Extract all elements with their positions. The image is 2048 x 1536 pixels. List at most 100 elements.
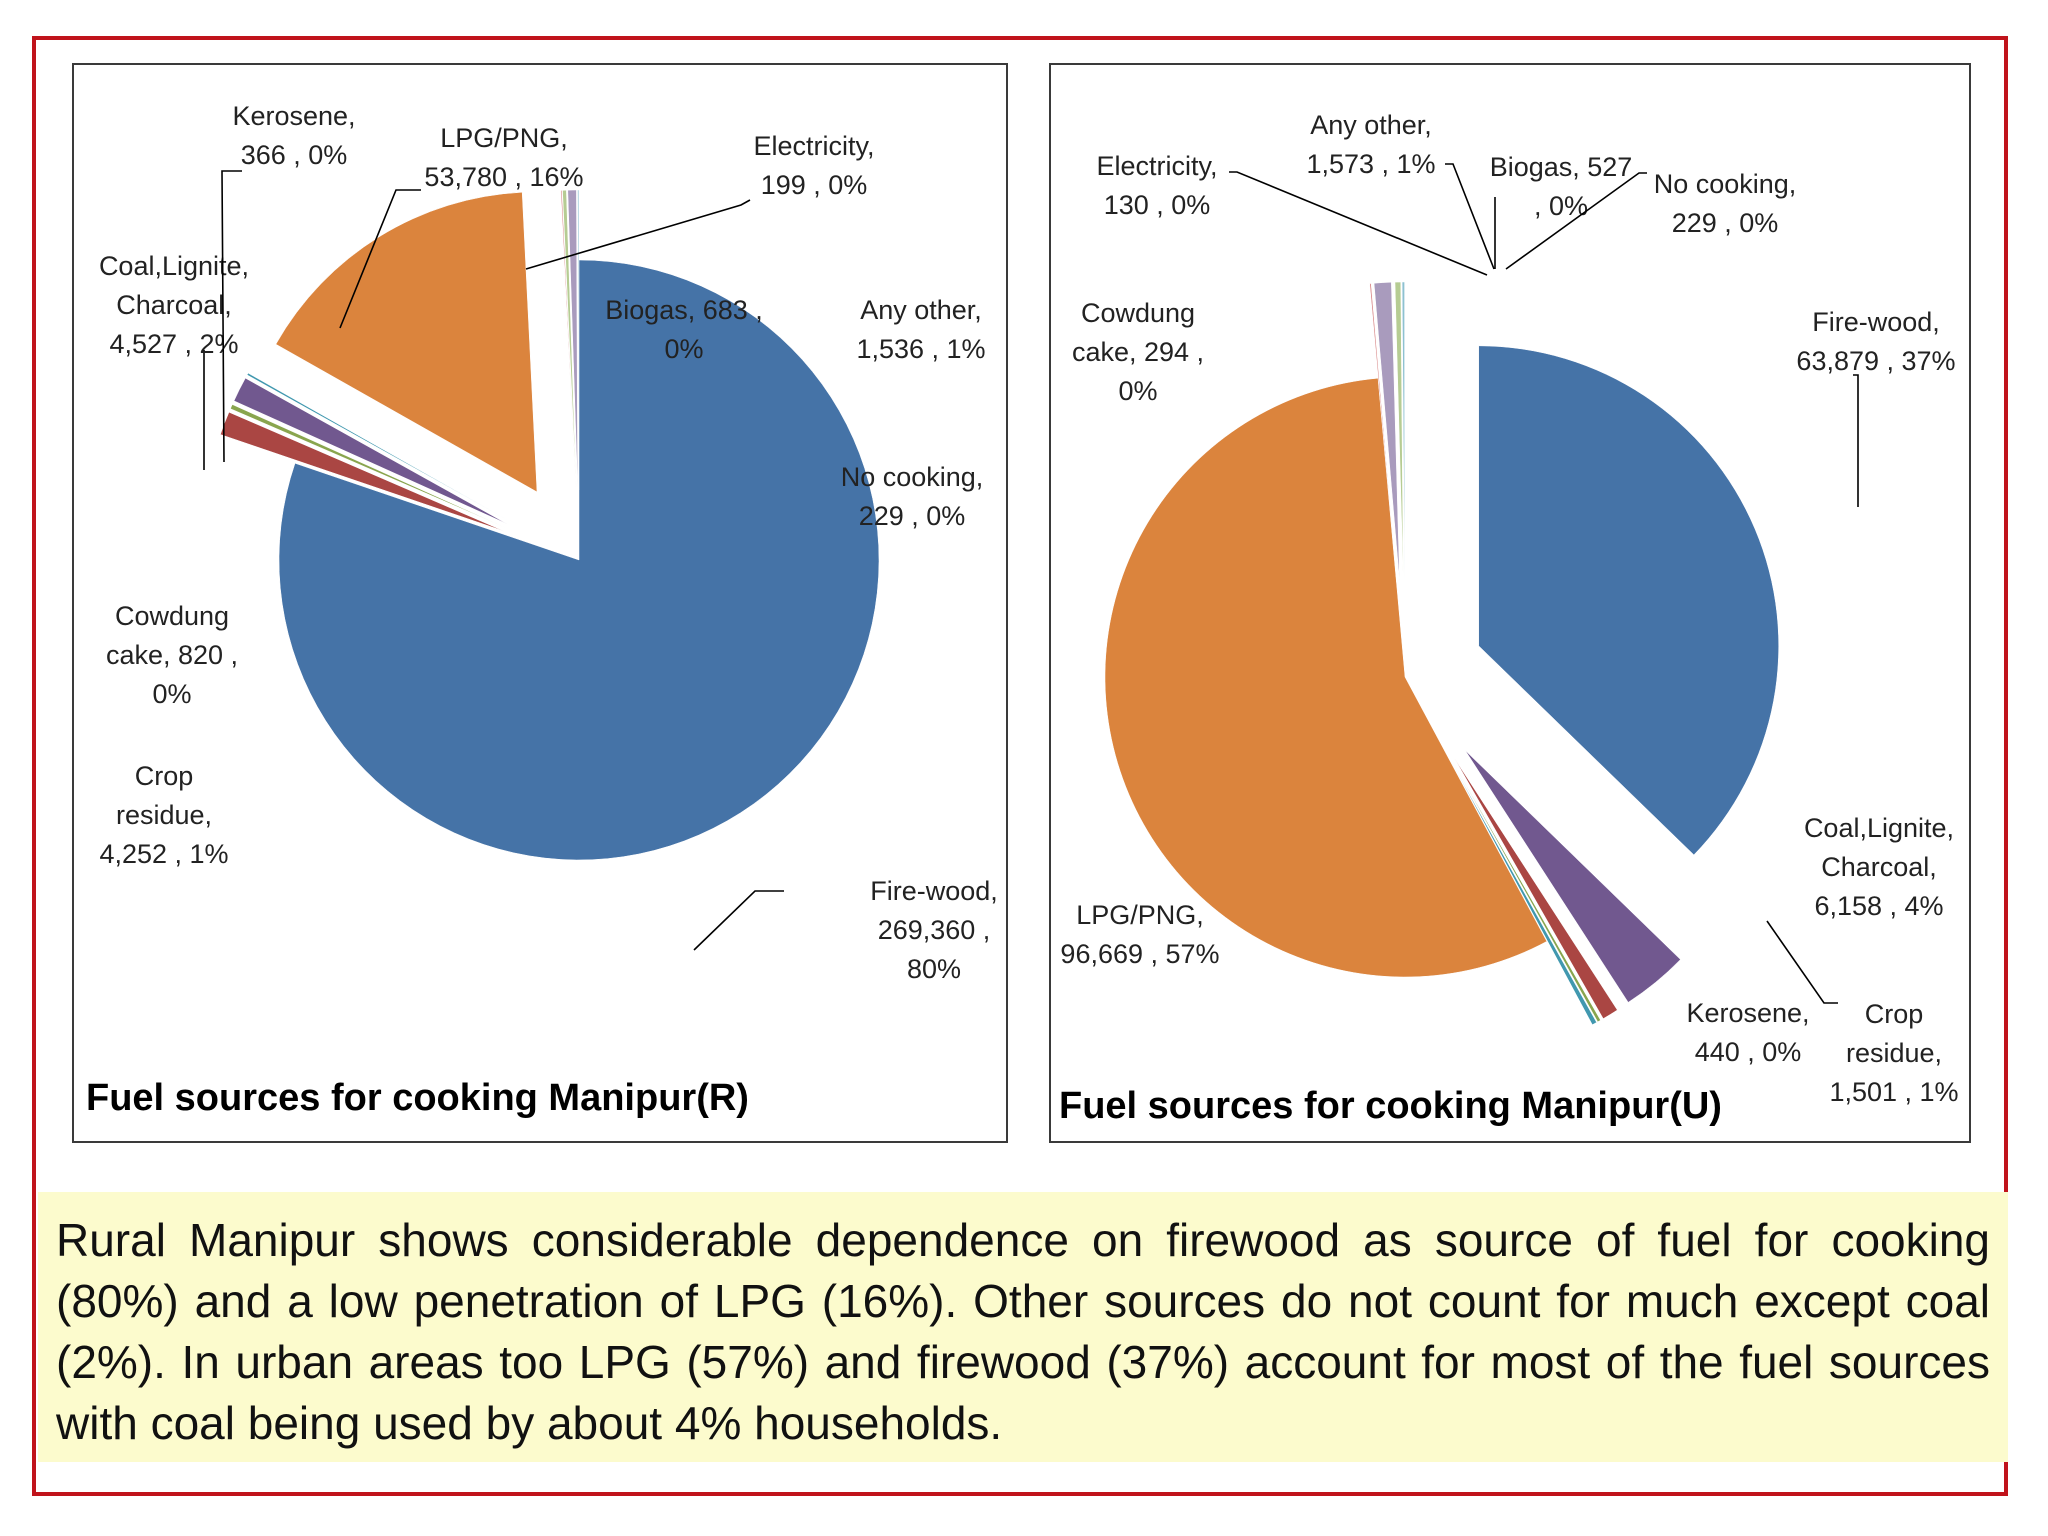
slice-label-line: Electricity, <box>753 131 874 161</box>
slice-label-line: 229 , 0% <box>1672 208 1779 238</box>
slice-label-kerosene: Kerosene, 440 , 0% <box>1686 998 1809 1067</box>
slice-label-line: Electricity, <box>1096 151 1217 181</box>
slice-label-crop-residue: Crop residue, 4,252 , 1% <box>99 761 228 869</box>
pie-slice-lpg <box>275 192 538 493</box>
pie-slice-any-other <box>567 189 578 491</box>
slice-label-line: 63,879 , 37% <box>1796 346 1955 376</box>
slice-label-line: Cowdung <box>115 601 229 631</box>
summary-text: Rural Manipur shows considerable depende… <box>56 1214 1990 1449</box>
slice-label-kerosene: Kerosene, 366 , 0% <box>232 101 355 170</box>
leader-line-fire-wood <box>1853 374 1859 507</box>
urban-chart-title: Fuel sources for cooking Manipur(U) <box>1059 1085 1722 1127</box>
slice-label-line: Charcoal, <box>116 290 232 320</box>
pie-slices <box>1104 281 1779 1026</box>
slice-label-line: 0% <box>664 334 703 364</box>
pie-slice-coal <box>233 377 508 525</box>
slice-label-coal: Coal,Lignite, Charcoal, 4,527 , 2% <box>99 251 249 359</box>
slice-label-line: No cooking, <box>1654 169 1797 199</box>
slice-label-line: 366 , 0% <box>241 140 348 170</box>
slice-label-line: Any other, <box>860 295 982 325</box>
slice-label-line: Fire-wood, <box>870 876 998 906</box>
slice-label-line: 53,780 , 16% <box>424 162 583 192</box>
pie-slice-kerosene <box>246 372 510 522</box>
leader-line-crop-residue <box>1766 920 1838 1004</box>
slice-label-line: Fire-wood, <box>1812 307 1940 337</box>
pie-slice-electricity <box>1369 283 1397 583</box>
pie-slice-fire-wood <box>1478 345 1779 856</box>
slice-label-line: LPG/PNG, <box>440 123 568 153</box>
slice-label-line: 4,252 , 1% <box>99 839 228 869</box>
leader-line-no-cooking <box>1505 172 1647 270</box>
leader-line-electricity <box>525 199 751 270</box>
slice-label-line: Cowdung <box>1081 298 1195 328</box>
slice-label-line: No cooking, <box>841 462 984 492</box>
pie-labels: Fire-wood, 63,879 , 37% Coal,Lignite, Charc… <box>1060 110 1958 1107</box>
slice-label-fire-wood: Fire-wood, 269,360 , 80% <box>870 876 998 984</box>
slice-label-line: Biogas, 527 <box>1490 152 1633 182</box>
pie-slice-kerosene <box>1450 760 1597 1026</box>
slice-label-line: Biogas, 683 , <box>605 295 763 325</box>
leader-line-any-other <box>1445 163 1495 270</box>
slice-label-line: 6,158 , 4% <box>1814 891 1943 921</box>
slice-label-line: residue, <box>116 800 212 830</box>
slice-label-line: Crop <box>135 761 194 791</box>
slice-label-line: 229 , 0% <box>859 501 966 531</box>
slice-label-line: LPG/PNG, <box>1076 900 1204 930</box>
slice-label-biogas: Biogas, 527, 0% <box>1490 152 1633 221</box>
rural-chart-title: Fuel sources for cooking Manipur(R) <box>86 1077 749 1119</box>
slice-label-any-other: Any other, 1,536 , 1% <box>856 295 985 364</box>
slice-label-line: residue, <box>1846 1038 1942 1068</box>
slice-label-line: 80% <box>907 954 961 984</box>
pie-slice-biogas <box>1394 281 1404 583</box>
pie-slice-no-cooking <box>577 189 580 491</box>
pie-slice-biogas <box>562 189 577 491</box>
slice-label-any-other: Any other, 1,573 , 1% <box>1306 110 1435 179</box>
pie-slice-lpg <box>1104 377 1548 978</box>
slice-label-line: Any other, <box>1310 110 1432 140</box>
slice-label-line: 269,360 , <box>878 915 991 945</box>
slice-label-line: Kerosene, <box>1686 998 1809 1028</box>
pie-slice-coal <box>1465 750 1681 1003</box>
slice-label-lpg: LPG/PNG, 53,780 , 16% <box>424 123 583 192</box>
slice-label-cowdung-cake: Cowdung cake, 294 , 0% <box>1072 298 1204 406</box>
slice-label-line: 0% <box>1118 376 1157 406</box>
slice-label-electricity: Electricity, 130 , 0% <box>1096 151 1217 220</box>
pie-slice-no-cooking <box>1401 281 1405 583</box>
pie-slice-any-other <box>1373 282 1400 583</box>
slice-label-line: cake, 820 , <box>106 640 238 670</box>
slice-label-lpg: LPG/PNG, 96,669 , 57% <box>1060 900 1219 969</box>
slice-label-biogas: Biogas, 683 , 0% <box>605 295 763 364</box>
pie-labels: Fire-wood, 269,360 , 80% Crop residue, 4,252 … <box>99 101 998 984</box>
leader-line-fire-wood <box>693 890 784 951</box>
urban-pie-chart: Fire-wood, 63,879 , 37% Coal,Lignite, Charc… <box>1060 110 1958 1107</box>
slice-label-fire-wood: Fire-wood, 63,879 , 37% <box>1796 307 1955 376</box>
rural-chart-panel: Fire-wood, 269,360 , 80% Crop residue, 4,252 … <box>72 63 1008 1143</box>
pie-slice-fire-wood <box>278 259 880 861</box>
slice-label-electricity: Electricity, 199 , 0% <box>753 131 874 200</box>
leader-line-lpg <box>339 189 421 329</box>
leader-line-electricity <box>1229 171 1488 276</box>
slice-label-line: Crop <box>1865 999 1924 1029</box>
slice-label-no-cooking: No cooking, 229 , 0% <box>1654 169 1797 238</box>
slice-label-line: 130 , 0% <box>1104 190 1211 220</box>
slice-label-line: 1,501 , 1% <box>1829 1077 1958 1107</box>
pie-slice-cowdung-cake <box>230 404 506 528</box>
slice-label-no-cooking: No cooking, 229 , 0% <box>841 462 984 531</box>
slice-label-line: 4,527 , 2% <box>109 329 238 359</box>
pie-slices <box>220 189 880 861</box>
slice-label-line: cake, 294 , <box>1072 337 1204 367</box>
slice-label-line: 96,669 , 57% <box>1060 939 1219 969</box>
rural-pie-chart: Fire-wood, 269,360 , 80% Crop residue, 4,252 … <box>99 101 998 984</box>
slice-label-coal: Coal,Lignite, Charcoal, 6,158 , 4% <box>1804 813 1954 921</box>
slice-label-line: Coal,Lignite, <box>99 251 249 281</box>
slice-label-line: Charcoal, <box>1821 852 1937 882</box>
slice-label-line: Kerosene, <box>232 101 355 131</box>
slice-label-line: 199 , 0% <box>761 170 868 200</box>
slide-frame <box>32 36 2008 1496</box>
pie-slice-electricity <box>560 190 576 491</box>
pie-slice-crop-residue <box>1454 758 1618 1019</box>
slice-label-line: 0% <box>152 679 191 709</box>
summary-box: Rural Manipur shows considerable depende… <box>38 1192 2008 1462</box>
slice-label-line: Coal,Lignite, <box>1804 813 1954 843</box>
slice-label-line: 1,573 , 1% <box>1306 149 1435 179</box>
